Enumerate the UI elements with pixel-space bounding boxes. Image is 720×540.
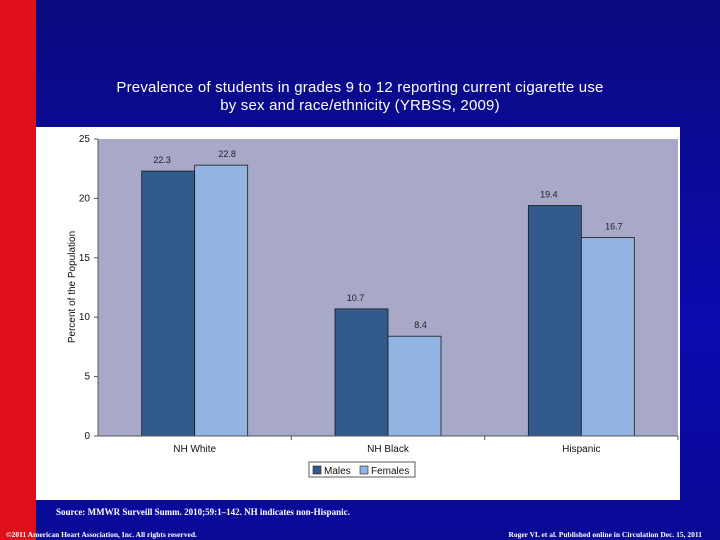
data-label: 16.7 [605, 222, 623, 232]
y-tick-label: 15 [79, 253, 91, 264]
copyright-note: ©2011 American Heart Association, Inc. A… [6, 530, 197, 539]
y-tick-label: 20 [79, 193, 91, 204]
legend-swatch-males [312, 465, 322, 475]
y-tick-label: 0 [84, 431, 90, 442]
y-axis: 0 5 10 15 20 25 [79, 134, 99, 442]
title-line-1: Prevalence of students in grades 9 to 12… [116, 79, 604, 96]
data-label: 22.3 [153, 155, 171, 165]
legend-label-females: Females [371, 466, 409, 477]
legend: Males Females [308, 461, 416, 478]
y-tick-label: 25 [79, 134, 91, 145]
data-label: 19.4 [540, 190, 558, 200]
legend-label-males: Males [324, 466, 351, 477]
y-tick-label: 10 [79, 312, 91, 323]
bar-females-2 [580, 237, 635, 437]
title-line-2: by sex and race/ethnicity (YRBSS, 2009) [220, 97, 500, 114]
slide-title: Prevalence of students in grades 9 to 12… [40, 79, 680, 115]
left-accent-band [0, 0, 36, 540]
data-label: 22.8 [218, 149, 236, 159]
bar-males-1 [334, 308, 389, 437]
x-axis: NH White NH Black Hispanic [98, 435, 679, 455]
bar-females-1 [387, 335, 442, 437]
x-category-label: Hispanic [562, 444, 600, 455]
citation-note: Roger VL et al. Published online in Circ… [508, 530, 702, 539]
bar-males-0 [141, 170, 196, 437]
data-label: 8.4 [414, 320, 427, 330]
x-category-label: NH Black [367, 444, 410, 455]
bar-females-0 [194, 164, 249, 437]
x-category-label: NH White [173, 444, 216, 455]
bars: 22.3 22.8 10.7 8.4 19.4 16.7 [141, 149, 635, 437]
bar-males-2 [527, 205, 582, 437]
y-tick-label: 5 [84, 372, 90, 383]
source-note: Source: MMWR Surveill Summ. 2010;59:1–14… [56, 507, 350, 517]
data-label: 10.7 [347, 293, 365, 303]
y-axis-label: Percent of the Population [67, 231, 78, 343]
legend-swatch-females [359, 465, 369, 475]
